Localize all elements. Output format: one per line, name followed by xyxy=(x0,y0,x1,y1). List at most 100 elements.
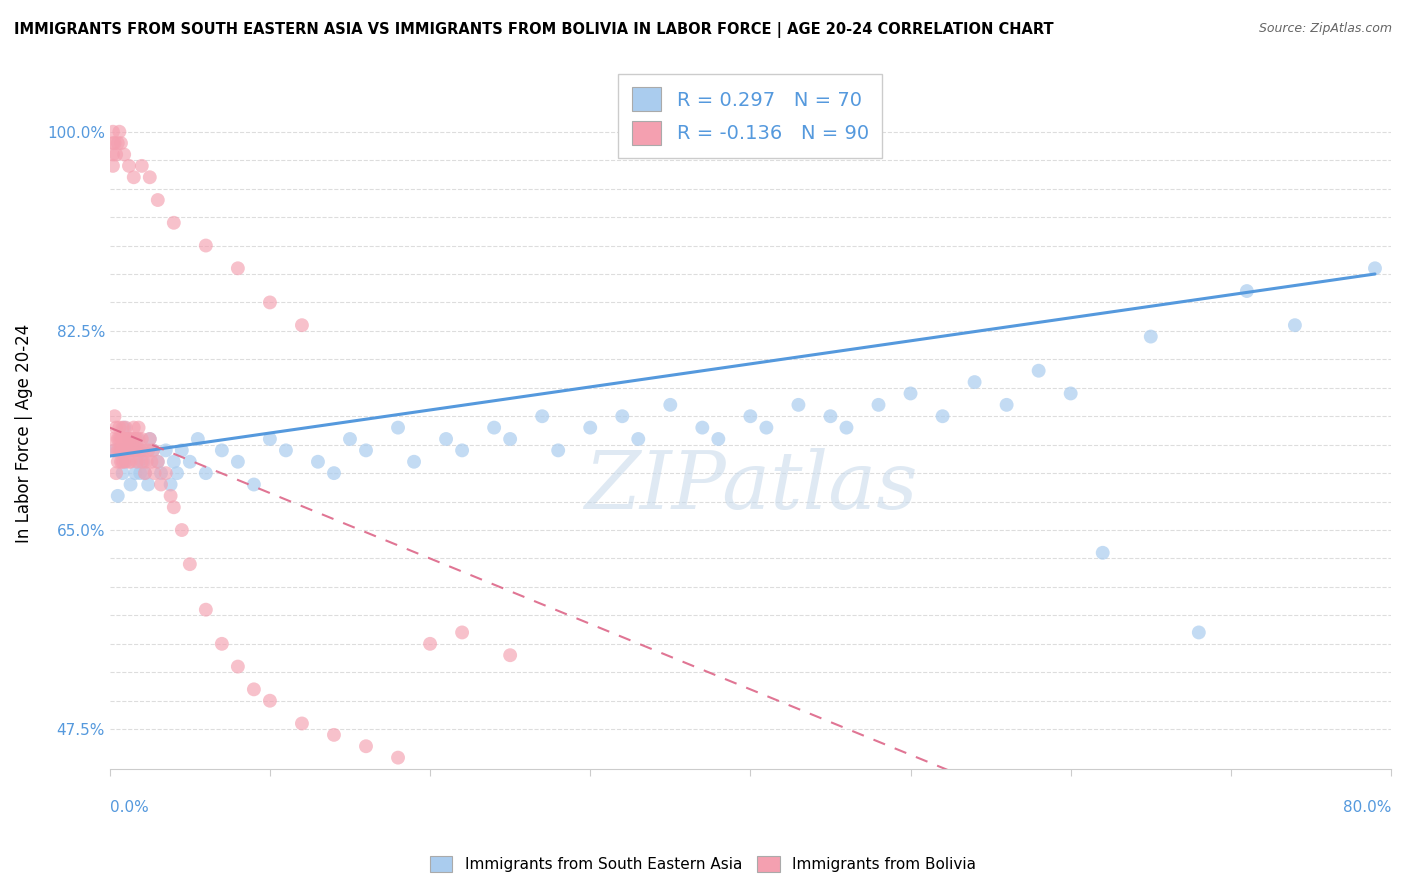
Point xyxy=(103,409,125,424)
Point xyxy=(995,398,1018,412)
Point xyxy=(105,466,128,480)
Point xyxy=(612,409,634,424)
Point xyxy=(155,443,177,458)
Point xyxy=(107,136,129,150)
Point xyxy=(108,443,131,458)
Point xyxy=(274,443,297,458)
Point xyxy=(354,443,377,458)
Point xyxy=(105,420,128,434)
Point xyxy=(142,443,165,458)
Point xyxy=(339,432,361,446)
Text: Source: ZipAtlas.com: Source: ZipAtlas.com xyxy=(1258,22,1392,36)
Point xyxy=(243,477,266,491)
Point xyxy=(107,443,129,458)
Point xyxy=(131,455,153,469)
Text: 80.0%: 80.0% xyxy=(1343,799,1391,814)
Point xyxy=(107,489,129,503)
Point xyxy=(579,420,602,434)
Point xyxy=(114,432,136,446)
Point xyxy=(128,455,150,469)
Point xyxy=(110,455,132,469)
Point xyxy=(114,443,136,458)
Point xyxy=(101,432,124,446)
Point xyxy=(125,455,148,469)
Point xyxy=(139,432,162,446)
Point xyxy=(143,466,166,480)
Point xyxy=(659,398,682,412)
Point xyxy=(163,455,186,469)
Point xyxy=(900,386,922,401)
Point xyxy=(120,443,142,458)
Point xyxy=(159,477,181,491)
Point xyxy=(531,409,554,424)
Point xyxy=(1139,329,1161,343)
Point xyxy=(105,147,128,161)
Point xyxy=(118,432,141,446)
Point xyxy=(112,443,135,458)
Point xyxy=(226,455,249,469)
Point xyxy=(499,648,522,663)
Point xyxy=(179,455,201,469)
Point xyxy=(128,420,150,434)
Point xyxy=(108,432,131,446)
Point xyxy=(125,432,148,446)
Point xyxy=(323,728,346,742)
Point xyxy=(1028,364,1050,378)
Point xyxy=(128,432,150,446)
Point xyxy=(101,125,124,139)
Point xyxy=(110,443,132,458)
Point xyxy=(112,432,135,446)
Point xyxy=(226,659,249,673)
Point xyxy=(135,455,157,469)
Point xyxy=(122,432,145,446)
Point xyxy=(146,455,169,469)
Point xyxy=(110,443,132,458)
Point xyxy=(124,432,146,446)
Point xyxy=(291,716,314,731)
Point xyxy=(142,443,165,458)
Point xyxy=(131,159,153,173)
Point xyxy=(451,443,474,458)
Point xyxy=(226,261,249,276)
Point xyxy=(259,432,281,446)
Point xyxy=(117,432,139,446)
Point xyxy=(194,238,217,252)
Point xyxy=(354,739,377,754)
Point xyxy=(291,318,314,333)
Point xyxy=(868,398,890,412)
Y-axis label: In Labor Force | Age 20-24: In Labor Force | Age 20-24 xyxy=(15,324,32,543)
Point xyxy=(101,136,124,150)
Point xyxy=(787,398,810,412)
Point xyxy=(740,409,762,424)
Point xyxy=(307,455,329,469)
Point xyxy=(118,159,141,173)
Point xyxy=(150,477,173,491)
Point xyxy=(112,455,135,469)
Point xyxy=(211,443,233,458)
Point xyxy=(101,159,124,173)
Point xyxy=(707,432,730,446)
Point xyxy=(107,455,129,469)
Text: ZIPatlas: ZIPatlas xyxy=(583,449,917,525)
Point xyxy=(155,466,177,480)
Point xyxy=(103,136,125,150)
Point xyxy=(1060,386,1083,401)
Point xyxy=(170,443,193,458)
Point xyxy=(146,455,169,469)
Point xyxy=(122,443,145,458)
Point xyxy=(835,420,858,434)
Point xyxy=(111,443,134,458)
Point xyxy=(129,443,152,458)
Point xyxy=(132,455,155,469)
Point xyxy=(111,455,134,469)
Point xyxy=(134,466,156,480)
Point xyxy=(211,637,233,651)
Point xyxy=(108,125,131,139)
Point xyxy=(1091,546,1114,560)
Point xyxy=(755,420,778,434)
Point xyxy=(187,432,209,446)
Point xyxy=(141,455,163,469)
Point xyxy=(108,420,131,434)
Point xyxy=(121,432,143,446)
Point xyxy=(963,375,986,389)
